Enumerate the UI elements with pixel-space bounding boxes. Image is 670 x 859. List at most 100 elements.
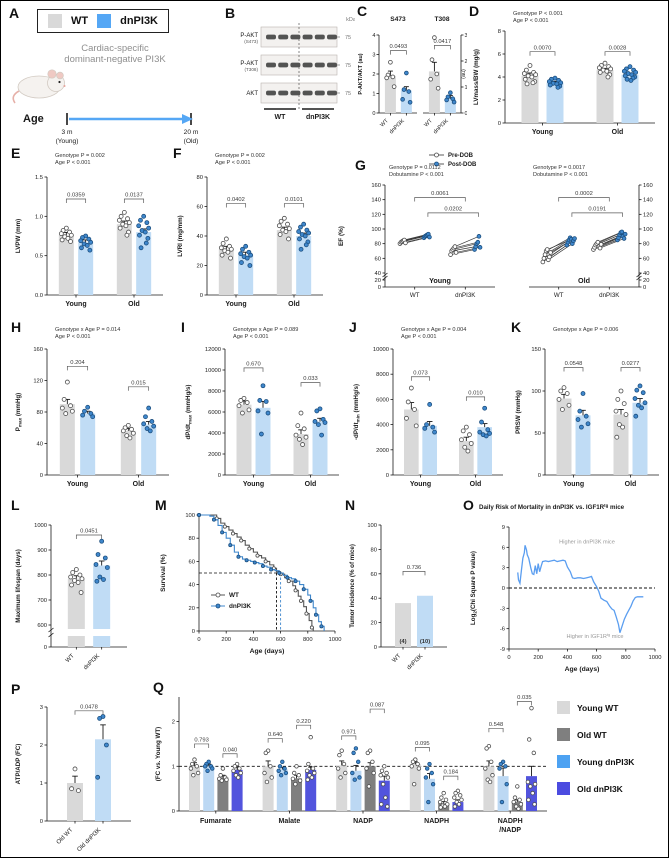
chart-element: 0.0061: [431, 191, 449, 197]
data-point: [290, 776, 296, 782]
stats-text: Age P < 0.001: [401, 334, 437, 340]
x-bar-label: dnPI3K: [433, 118, 450, 135]
chart-element: 600: [592, 655, 602, 661]
y-tick: 20: [643, 278, 649, 284]
x-cluster-label: dnPI3K: [599, 292, 620, 299]
y-tick: 40: [375, 271, 381, 277]
ef-paired-chart: EF (%)Pre-DOBPost-DOB0204060801001201401…: [338, 152, 653, 299]
p-value: 0.033: [303, 376, 318, 382]
panel-p: P 0 1 2 3 ATP/ADP (FC) 0.0478 Old WT Old dnPI3K: [11, 681, 149, 857]
y-tick: 0: [498, 121, 501, 127]
data-point: [441, 790, 446, 796]
chart-element: 0: [197, 637, 200, 643]
x-group-label: Old: [625, 481, 637, 488]
data-point: [72, 578, 77, 583]
chart-element: 100: [371, 227, 381, 233]
data-point: [487, 431, 492, 436]
bar: [305, 769, 317, 811]
chart-element: 0: [498, 121, 501, 127]
data-point: [149, 419, 155, 424]
data-point: [548, 250, 553, 255]
data-point: [69, 408, 75, 414]
x-group-label: Young: [225, 301, 246, 308]
data-point: [244, 255, 250, 261]
y-tick: 160: [643, 183, 653, 189]
chart-element: Higher in dnPI3K mice: [559, 539, 615, 545]
timeline-end-group: (Old): [184, 138, 199, 145]
chart-element: 75: [345, 35, 351, 41]
chart-element: Genotype x Age P = 0.006: [553, 327, 618, 333]
break-mark: [636, 275, 642, 281]
sig-bracket: [558, 197, 610, 202]
data-point: [430, 424, 436, 430]
panel-e: E 0.0 0.5 1.0 1.5 LVPW (mm) Genotype P = 0.00…: [11, 145, 171, 319]
sig-bracket: [410, 376, 431, 381]
x-bar-label: WT: [65, 653, 76, 664]
chart-element: 0.0402: [227, 197, 245, 203]
bar: [521, 75, 539, 123]
data-point: [238, 398, 244, 403]
bar: [255, 407, 271, 475]
chart-element: 0.087: [370, 703, 385, 709]
data-point: [282, 766, 287, 771]
y-axis-label: Maximum lifespan (days): [15, 549, 22, 623]
pair-line: [452, 243, 477, 250]
y-tick: 0.5: [35, 254, 43, 260]
data-point: [87, 247, 93, 253]
data-point: [189, 761, 195, 767]
stats-text: Genotype P = 0.0112: [389, 165, 441, 171]
data-point: [306, 230, 312, 236]
bar: [384, 75, 396, 113]
y-tick: 4000: [376, 423, 389, 429]
chart-element: Age P < 0.001: [233, 334, 269, 340]
chart-element: 0.736: [407, 565, 422, 571]
kda-label: kDa: [346, 17, 355, 23]
lifespan-bar-chart: 0 600 700 800 900 1000 Maximum lifespan (days)…: [15, 523, 127, 671]
panel-letter-o: O: [463, 497, 474, 513]
data-point: [416, 766, 422, 771]
data-point: [305, 777, 310, 782]
chart-element: 80: [375, 242, 381, 248]
y-tick: 0: [374, 645, 377, 651]
bar: [231, 769, 243, 811]
data-point: [532, 781, 538, 787]
chart-element: 800: [37, 573, 47, 579]
data-point: [127, 435, 133, 441]
y-tick: 0: [643, 285, 646, 291]
age-label: Age: [23, 113, 44, 125]
data-point: [597, 245, 603, 251]
x-tick: 200: [221, 637, 231, 643]
y-tick: 150: [531, 347, 541, 353]
data-point: [291, 770, 297, 776]
data-point: [277, 232, 283, 237]
chart-element: 20: [643, 278, 649, 284]
data-point: [220, 530, 225, 535]
chart-element: Maximum lifespan (days): [15, 549, 22, 623]
data-point: [310, 766, 316, 771]
data-point: [356, 759, 361, 765]
data-point: [341, 761, 347, 767]
sig-bracket: [225, 203, 247, 208]
metabolites-legend: Young WT Old WT Young dnPI3K Old dnPI3K: [557, 701, 667, 841]
data-point: [137, 232, 142, 238]
data-point: [118, 213, 124, 219]
p-value: 0.040: [223, 747, 238, 753]
data-point: [240, 410, 245, 416]
chart-element: 120: [33, 379, 43, 385]
y-tick: 2: [465, 59, 468, 65]
sig-bracket: [66, 365, 89, 371]
p-value: 0.035: [517, 695, 532, 701]
data-point: [281, 215, 287, 221]
chart-element: 1000: [329, 637, 342, 643]
data-point: [499, 799, 505, 805]
data-point: [429, 770, 435, 776]
data-point: [352, 777, 357, 782]
data-point: [453, 790, 458, 796]
chart-element: dnPI3K: [389, 118, 406, 135]
legend-item-old-wt: Old WT: [557, 728, 667, 741]
y-tick: 10000: [205, 368, 221, 374]
data-point: [435, 86, 441, 91]
data-point: [228, 246, 234, 252]
chart-element: dnPI3K: [306, 114, 330, 121]
pair-line: [599, 238, 625, 249]
